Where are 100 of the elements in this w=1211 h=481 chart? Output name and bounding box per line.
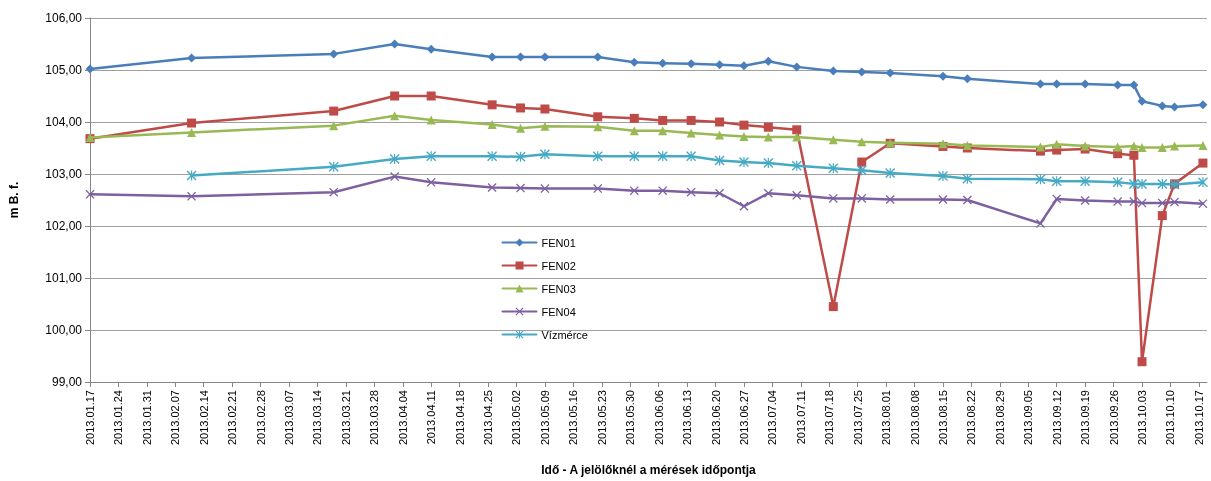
x-tick-label: 2013.01.24 bbox=[112, 390, 125, 446]
point bbox=[1137, 198, 1147, 208]
point bbox=[1157, 142, 1167, 152]
point bbox=[516, 183, 526, 193]
point bbox=[1198, 199, 1208, 209]
point bbox=[85, 64, 95, 74]
x-tick-label: 2013.08.01 bbox=[880, 390, 893, 446]
point bbox=[540, 104, 550, 114]
point bbox=[487, 100, 497, 110]
point bbox=[329, 106, 339, 116]
point bbox=[487, 120, 497, 130]
point bbox=[516, 123, 526, 133]
point bbox=[1137, 357, 1147, 367]
point bbox=[329, 187, 339, 197]
point bbox=[593, 112, 603, 122]
x-tick-label: 2013.03.07 bbox=[283, 390, 296, 446]
point bbox=[593, 52, 603, 62]
point bbox=[1157, 211, 1167, 221]
point bbox=[187, 118, 197, 128]
legend-label: FEN04 bbox=[541, 305, 576, 318]
x-tick-label: 2013.05.16 bbox=[567, 390, 580, 446]
x-tick-label: 2013.03.14 bbox=[311, 390, 324, 446]
y-tick-label: 104,00 bbox=[45, 115, 83, 129]
point bbox=[658, 58, 668, 68]
point bbox=[885, 194, 895, 204]
x-tick-label: 2013.08.15 bbox=[936, 390, 949, 446]
y-tick-label: 103,00 bbox=[45, 167, 83, 181]
point bbox=[390, 91, 400, 101]
y-axis-title: m B. f. bbox=[7, 181, 21, 219]
x-tick-label: 2013.02.21 bbox=[226, 390, 239, 446]
point bbox=[1051, 176, 1062, 187]
x-tick-label: 2013.07.18 bbox=[823, 390, 836, 446]
y-tick-label: 106,00 bbox=[45, 11, 83, 25]
point bbox=[1197, 177, 1208, 188]
point bbox=[739, 201, 749, 211]
point bbox=[938, 194, 948, 204]
x-tick-label: 2013.05.02 bbox=[510, 390, 523, 446]
y-tick-label: 102,00 bbox=[45, 219, 83, 233]
point bbox=[1198, 140, 1208, 150]
x-tick-label: 2013.09.05 bbox=[1022, 390, 1035, 446]
point bbox=[792, 62, 802, 72]
point bbox=[426, 177, 436, 187]
point bbox=[593, 184, 603, 194]
y-tick-label: 99,00 bbox=[51, 375, 83, 389]
point bbox=[1137, 142, 1147, 152]
x-tick-label: 2013.07.11 bbox=[794, 390, 807, 445]
point bbox=[739, 61, 749, 71]
point bbox=[938, 71, 948, 81]
point bbox=[828, 193, 838, 203]
x-tick-label: 2013.07.25 bbox=[851, 390, 864, 446]
x-tick-label: 2013.08.08 bbox=[908, 390, 921, 446]
point bbox=[962, 173, 973, 184]
x-tick-label: 2013.01.31 bbox=[140, 390, 153, 446]
x-tick-label: 2013.02.14 bbox=[197, 390, 210, 446]
point bbox=[686, 59, 696, 69]
point bbox=[540, 52, 550, 62]
point bbox=[85, 189, 95, 199]
x-tick-label: 2013.09.12 bbox=[1050, 390, 1063, 446]
point bbox=[1080, 79, 1090, 89]
x-tick-label: 2013.10.10 bbox=[1164, 390, 1177, 446]
point bbox=[937, 171, 948, 182]
point bbox=[1157, 178, 1168, 189]
x-tick-label: 2013.04.25 bbox=[482, 390, 495, 446]
point bbox=[186, 170, 197, 181]
x-tick-label: 2013.04.18 bbox=[453, 390, 466, 446]
point bbox=[187, 127, 197, 137]
x-tick-label: 2013.06.06 bbox=[652, 390, 665, 446]
point bbox=[739, 132, 749, 142]
point bbox=[828, 302, 838, 312]
y-tick-label: 101,00 bbox=[45, 271, 83, 285]
point bbox=[1052, 139, 1062, 149]
y-tick-label: 100,00 bbox=[45, 323, 83, 337]
x-tick-label: 2013.05.30 bbox=[624, 390, 637, 446]
point bbox=[828, 66, 838, 76]
point bbox=[763, 56, 773, 66]
point bbox=[763, 122, 773, 132]
point bbox=[792, 132, 802, 142]
point bbox=[515, 151, 526, 162]
point bbox=[1035, 174, 1046, 185]
point bbox=[658, 115, 668, 125]
x-tick-label: 2013.09.19 bbox=[1079, 390, 1092, 446]
x-tick-label: 2013.02.28 bbox=[254, 390, 267, 446]
point bbox=[187, 191, 197, 201]
point bbox=[426, 91, 436, 101]
point bbox=[328, 161, 339, 172]
point bbox=[962, 74, 972, 84]
x-tick-label: 2013.10.03 bbox=[1136, 390, 1149, 446]
point bbox=[715, 188, 725, 198]
point bbox=[629, 57, 639, 67]
point bbox=[1137, 178, 1148, 189]
point bbox=[487, 183, 497, 193]
point bbox=[1052, 194, 1062, 204]
x-tick-label: 2013.10.17 bbox=[1192, 390, 1205, 446]
point bbox=[1157, 198, 1167, 208]
point bbox=[715, 117, 725, 127]
point bbox=[763, 132, 773, 142]
x-tick-label: 2013.02.07 bbox=[169, 390, 182, 446]
point bbox=[792, 125, 802, 135]
point bbox=[715, 130, 725, 140]
x-tick-label: 2013.04.04 bbox=[396, 390, 409, 446]
